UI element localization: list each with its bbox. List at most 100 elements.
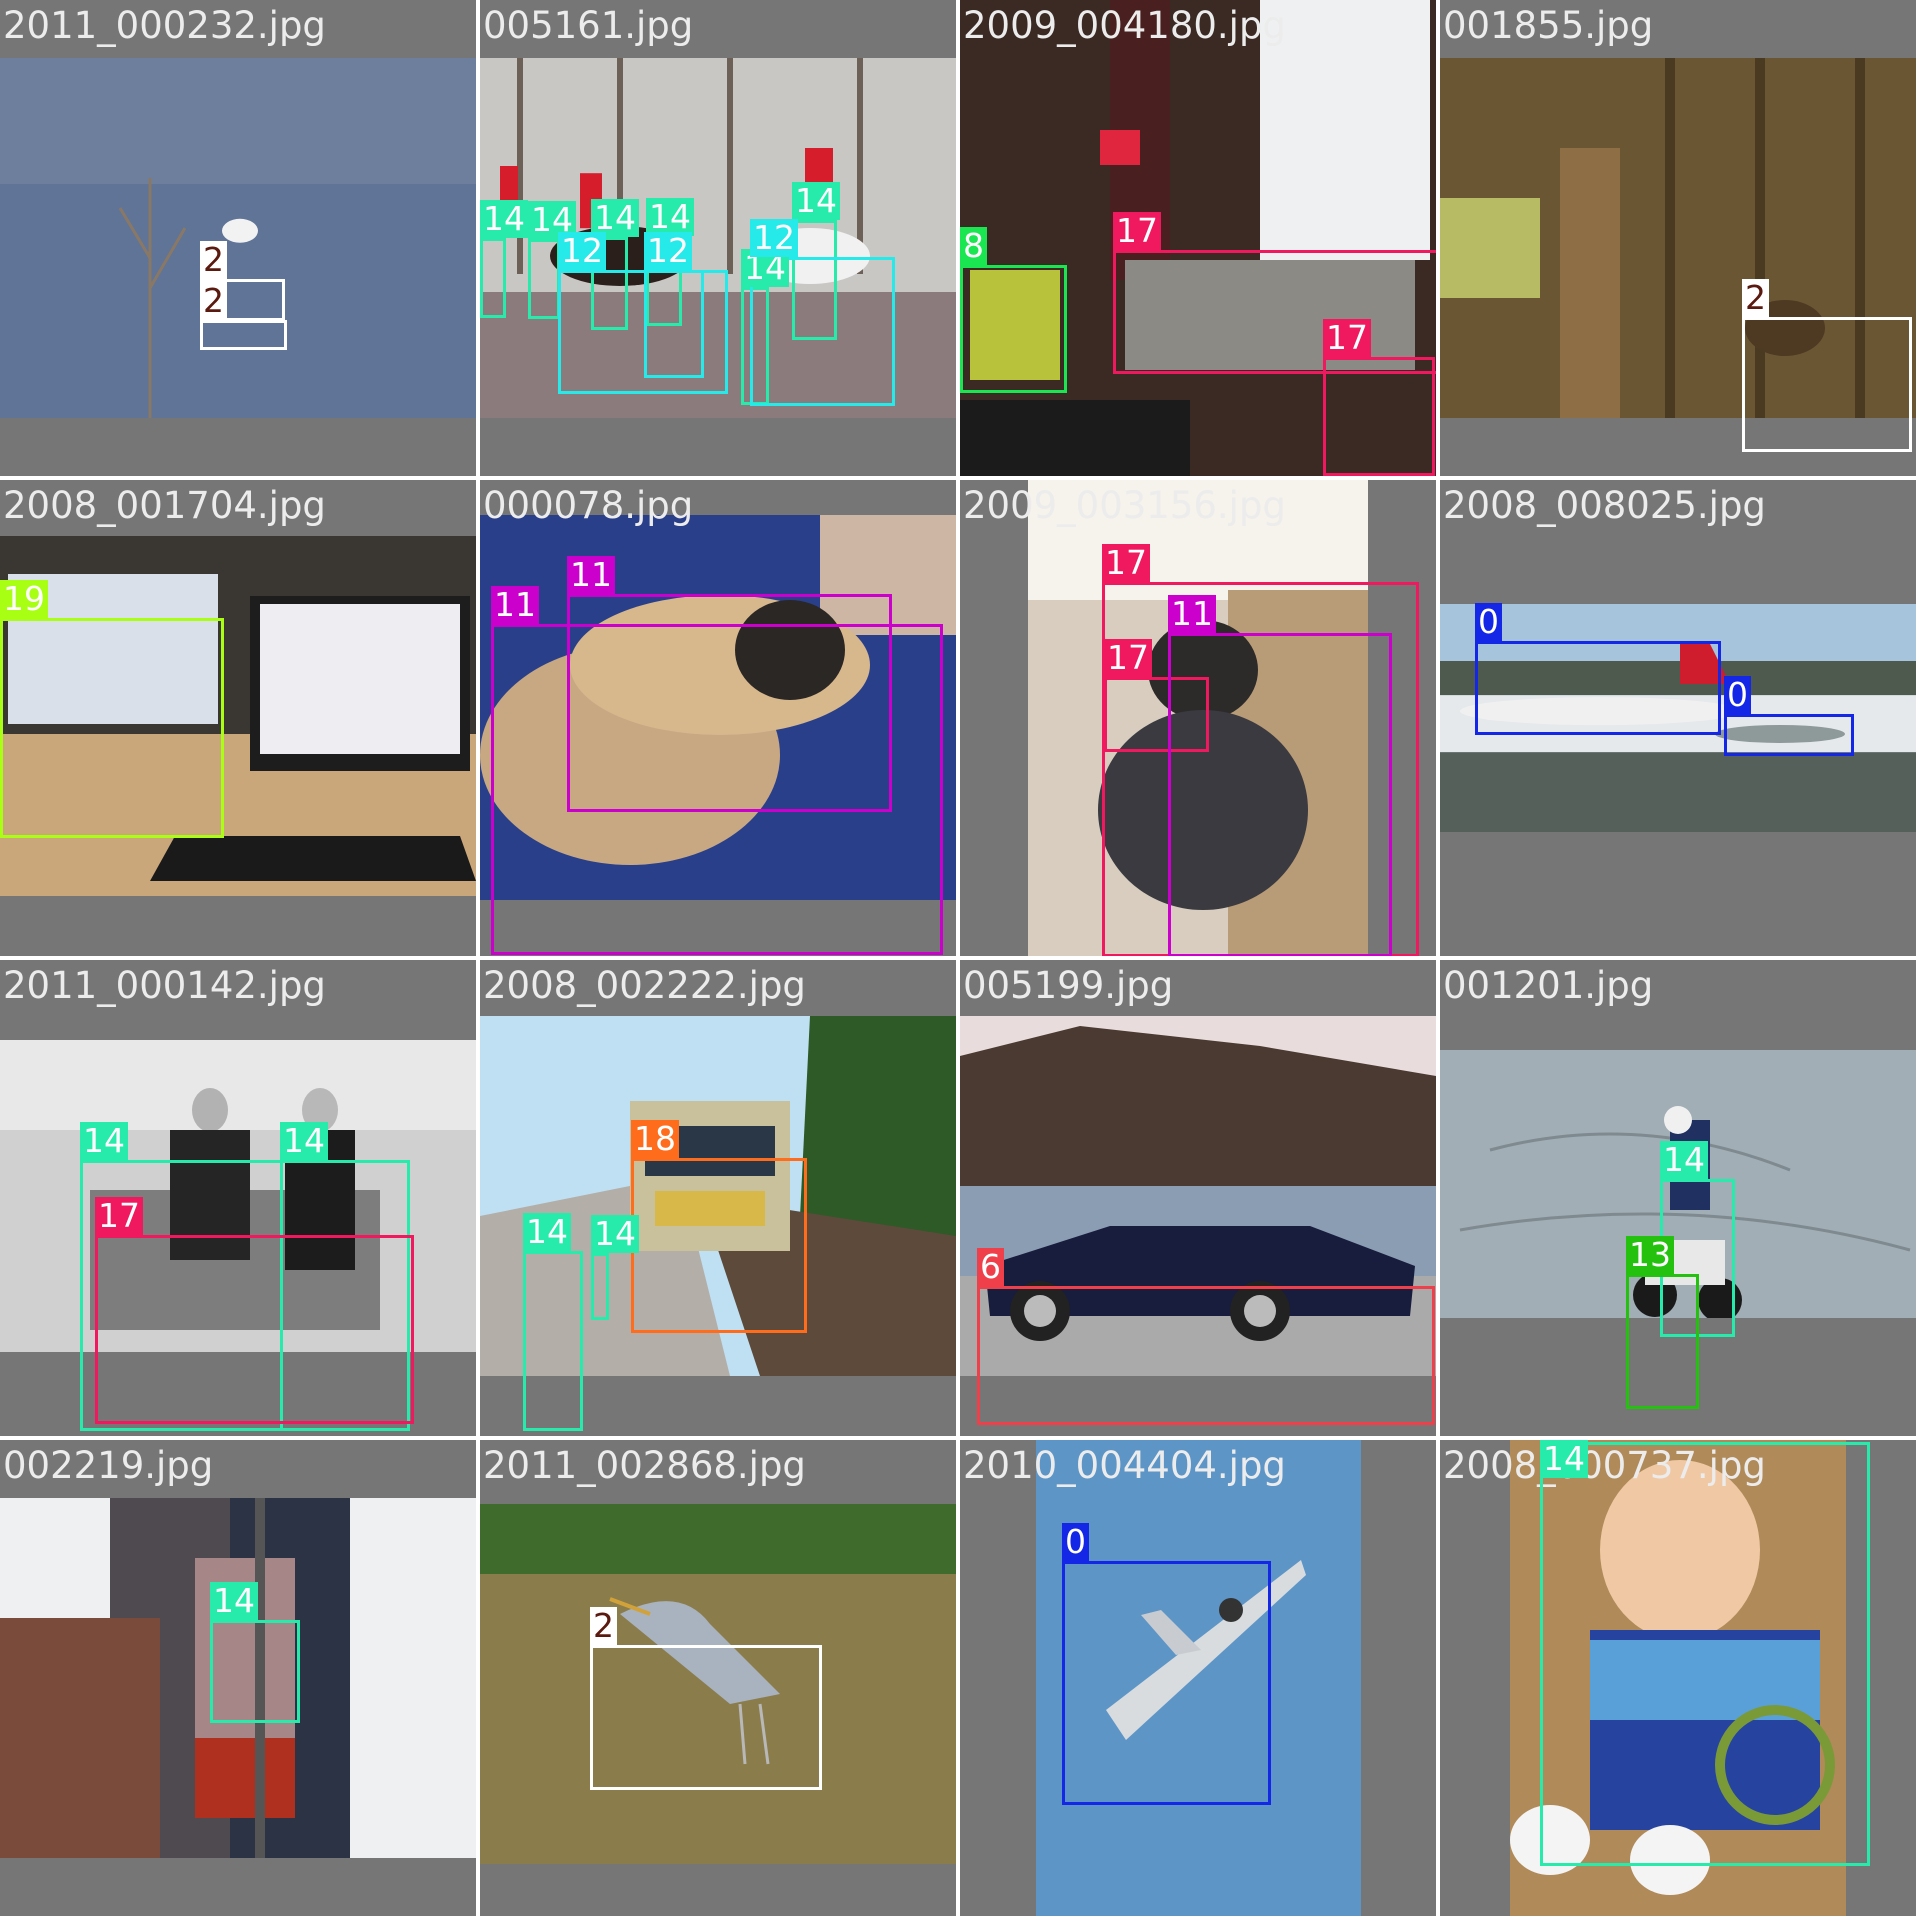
tile-photo xyxy=(1510,1440,1846,1916)
tile-photo xyxy=(1440,604,1916,832)
tile-photo xyxy=(0,1498,476,1858)
detection-box xyxy=(591,237,628,330)
detection-box xyxy=(1540,1442,1870,1866)
image-tile: 2008_001704.jpg 19 xyxy=(0,480,476,956)
detection-class-label: 14 xyxy=(523,1213,571,1251)
tile-filename: 2011_000232.jpg xyxy=(3,4,326,47)
detection-class-label: 2 xyxy=(200,241,227,279)
detection-class-label: 11 xyxy=(567,556,615,594)
image-tile: 2009_004180.jpg 17 8 17 xyxy=(960,0,1436,476)
detection-class-label: 6 xyxy=(977,1248,1004,1286)
detection-box xyxy=(528,239,560,319)
detection-box xyxy=(210,1620,300,1723)
detection-box xyxy=(0,618,224,838)
image-tile: 001201.jpg 14 13 xyxy=(1440,960,1916,1436)
tile-filename: 2011_000142.jpg xyxy=(3,964,326,1007)
detection-class-label: 14 xyxy=(591,199,639,237)
detection-class-label: 0 xyxy=(1475,603,1502,641)
detection-class-label: 0 xyxy=(1062,1523,1089,1561)
image-tile: 2008_008025.jpg 0 0 xyxy=(1440,480,1916,956)
detection-box xyxy=(523,1251,583,1431)
tile-filename: 000078.jpg xyxy=(483,484,694,527)
detection-class-label: 14 xyxy=(792,182,840,220)
detection-class-label: 17 xyxy=(95,1197,143,1235)
detection-class-label: 8 xyxy=(960,227,987,265)
image-tile: 002219.jpg 14 xyxy=(0,1440,476,1916)
detection-class-label: 14 xyxy=(280,1122,328,1160)
detection-class-label: 14 xyxy=(646,198,694,236)
detection-box xyxy=(1323,357,1435,476)
detection-box xyxy=(1168,633,1392,956)
tile-photo xyxy=(0,58,476,418)
detection-class-label: 14 xyxy=(210,1582,258,1620)
tile-filename: 002219.jpg xyxy=(3,1444,214,1487)
tile-photo xyxy=(0,1040,476,1352)
detection-box xyxy=(480,238,506,318)
detection-box xyxy=(1724,714,1854,756)
detection-box xyxy=(590,1645,822,1790)
image-tile: 2008_002222.jpg 18 14 14 xyxy=(480,960,956,1436)
image-tile: 005199.jpg 6 xyxy=(960,960,1436,1436)
tile-photo xyxy=(480,1504,956,1864)
detection-box xyxy=(1113,250,1436,374)
detection-box xyxy=(644,270,704,378)
image-tile: 2011_000142.jpg 14 14 17 xyxy=(0,960,476,1436)
detection-class-label: 2 xyxy=(590,1607,617,1645)
detection-box xyxy=(750,257,895,406)
detection-class-label: 12 xyxy=(750,219,798,257)
detection-box xyxy=(631,1158,807,1333)
tile-filename: 005199.jpg xyxy=(963,964,1174,1007)
detection-box xyxy=(792,220,837,340)
tile-filename: 2008_002222.jpg xyxy=(483,964,806,1007)
tile-filename: 2011_002868.jpg xyxy=(483,1444,806,1487)
detection-class-label: 14 xyxy=(1660,1141,1708,1179)
detection-class-label: 18 xyxy=(631,1120,679,1158)
tile-filename: 005161.jpg xyxy=(483,4,694,47)
detection-class-label: 14 xyxy=(1540,1440,1588,1478)
image-tile: 2011_000232.jpg 2 2 xyxy=(0,0,476,476)
detection-class-label: 11 xyxy=(1168,595,1216,633)
detection-box xyxy=(960,265,1067,393)
tile-filename: 2010_004404.jpg xyxy=(963,1444,1286,1487)
detection-class-label: 14 xyxy=(80,1122,128,1160)
image-tile: 2010_004404.jpg 0 xyxy=(960,1440,1436,1916)
image-tile: 001855.jpg 2 xyxy=(1440,0,1916,476)
image-tile: 000078.jpg 11 11 xyxy=(480,480,956,956)
detection-box xyxy=(1104,677,1209,752)
tile-photo xyxy=(1440,1050,1916,1318)
image-tile: 2011_002868.jpg 2 xyxy=(480,1440,956,1916)
detection-class-label: 13 xyxy=(1626,1236,1674,1274)
detection-box xyxy=(1626,1274,1699,1409)
image-tile: 005161.jpg 14 14 14 14 14 14 12 12 12 xyxy=(480,0,956,476)
detection-box xyxy=(200,320,287,350)
detection-box xyxy=(280,1160,410,1431)
detection-class-label: 17 xyxy=(1323,319,1371,357)
detection-class-label: 19 xyxy=(0,580,48,618)
tile-filename: 2008_000737.jpg xyxy=(1443,1444,1766,1487)
tile-photo xyxy=(1036,1440,1361,1916)
detection-class-label: 2 xyxy=(200,282,227,320)
detection-box xyxy=(491,624,943,955)
tile-filename: 2009_004180.jpg xyxy=(963,4,1286,47)
tile-filename: 2008_001704.jpg xyxy=(3,484,326,527)
tile-filename: 001201.jpg xyxy=(1443,964,1654,1007)
detection-class-label: 17 xyxy=(1102,544,1150,582)
tile-filename: 2009_003156.jpg xyxy=(963,484,1286,527)
detection-class-label: 2 xyxy=(1742,279,1769,317)
detection-class-label: 0 xyxy=(1724,676,1751,714)
tile-photo xyxy=(1440,58,1916,418)
detection-box xyxy=(977,1286,1435,1425)
image-tile: 2009_003156.jpg 17 17 11 xyxy=(960,480,1436,956)
detection-box xyxy=(1475,641,1721,735)
detection-class-label: 11 xyxy=(491,586,539,624)
detection-box xyxy=(95,1235,414,1424)
detection-box xyxy=(1742,317,1912,452)
detection-box xyxy=(567,594,892,812)
tile-filename: 001855.jpg xyxy=(1443,4,1654,47)
detection-box xyxy=(1062,1561,1271,1805)
tile-photo xyxy=(1028,480,1368,956)
image-tile: 2008_000737.jpg 14 xyxy=(1440,1440,1916,1916)
tile-photo xyxy=(960,1016,1436,1376)
detection-class-label: 12 xyxy=(558,232,606,270)
